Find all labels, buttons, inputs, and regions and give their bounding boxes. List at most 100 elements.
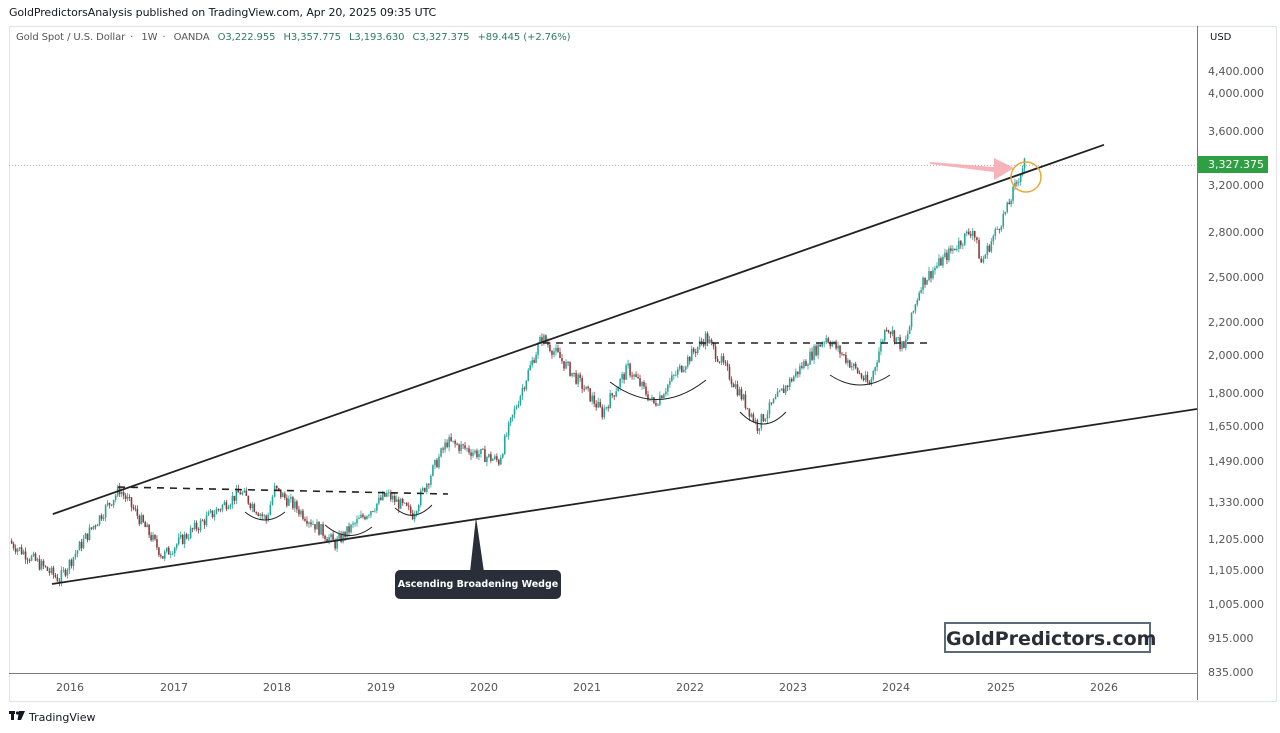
candle-body: [916, 300, 919, 305]
candle-body: [976, 237, 978, 241]
time-axis[interactable]: 2016 2017 2018 2019 2020 2021 2022 2023 2024 2025…: [9, 673, 1197, 701]
candle-body: [509, 417, 512, 423]
candle-body: [696, 346, 699, 354]
candle-body: [762, 414, 765, 422]
price-tick: 1,005.000: [1208, 598, 1264, 611]
candle-body: [605, 407, 608, 409]
candle-body: [805, 361, 807, 367]
candle-body: [887, 330, 890, 333]
candle-body: [302, 510, 304, 519]
candle-body: [635, 374, 637, 377]
candle-body: [261, 514, 264, 516]
candle-body: [12, 543, 15, 549]
candle-body: [300, 510, 302, 515]
candle-body: [384, 493, 386, 497]
upper-wedge-line: [52, 143, 1105, 515]
candle-body: [938, 258, 940, 266]
chart-pane[interactable]: [9, 26, 1277, 702]
tradingview-brand: TradingView: [29, 710, 96, 724]
candle-body: [962, 244, 964, 246]
candle-body: [958, 240, 960, 250]
price-axis[interactable]: USD 4,400.000 4,000.000 3,600.000 3,200.000…: [1197, 26, 1276, 700]
candle-body: [350, 524, 352, 533]
candle-body: [841, 353, 843, 355]
candle-body: [211, 510, 214, 518]
candle-body: [807, 364, 809, 367]
candle-body: [982, 258, 985, 263]
last-price-label: 3,327.375: [1198, 156, 1268, 173]
candle-body: [615, 391, 617, 397]
candle-body: [531, 360, 533, 366]
candle-body: [438, 456, 440, 468]
candle-body: [374, 510, 376, 512]
candle-body: [280, 489, 282, 498]
currency-label[interactable]: USD: [1210, 32, 1232, 43]
candle-body: [673, 375, 675, 376]
candle-body: [22, 551, 25, 555]
candle-body: [710, 339, 713, 343]
year-tick: 2021: [573, 681, 601, 694]
candle-body: [722, 356, 725, 363]
candle-body: [864, 374, 867, 381]
candle-body: [690, 348, 693, 362]
candle-body: [868, 382, 871, 385]
candle-body: [332, 534, 334, 540]
candle-body: [52, 567, 55, 575]
breakout-circle-icon: [1010, 161, 1042, 193]
candle-body: [304, 518, 306, 521]
candle-body: [173, 547, 176, 554]
candle-body: [655, 403, 657, 406]
candle-body: [326, 538, 328, 542]
candle-body: [856, 367, 859, 373]
candle-body: [579, 374, 581, 379]
candle-body: [854, 363, 857, 368]
candle-body: [513, 408, 516, 415]
candle-body: [1012, 186, 1014, 201]
candle-body: [215, 509, 218, 515]
candle-body: [419, 490, 422, 506]
candle-body: [831, 343, 833, 347]
price-tick: 835.000: [1208, 666, 1254, 679]
candle-body: [388, 492, 390, 494]
tradingview-logo[interactable]: TradingView: [9, 710, 95, 724]
candle-body: [1002, 213, 1005, 227]
candle-body: [567, 362, 569, 363]
candle-body: [609, 393, 611, 409]
candle-body: [895, 337, 898, 342]
candle-body: [716, 358, 719, 362]
candle-body: [1010, 200, 1012, 205]
candle-body: [573, 372, 575, 374]
candle-body: [466, 448, 468, 450]
price-tick: 3,200.000: [1208, 179, 1264, 192]
candle-body: [386, 492, 388, 497]
candle-body: [474, 450, 476, 453]
pattern-callout[interactable]: Ascending Broadening Wedge: [395, 570, 561, 599]
candle-body: [494, 456, 496, 460]
candle-body: [20, 547, 23, 555]
candle-body: [334, 539, 336, 549]
candle-body: [328, 537, 330, 542]
candle-body: [533, 360, 535, 363]
candle-body: [247, 495, 250, 504]
candle-body: [936, 265, 938, 269]
candle-body: [64, 569, 67, 576]
candle-body: [645, 386, 647, 395]
candle-body: [577, 374, 579, 384]
candle-body: [825, 338, 828, 343]
candle-body: [813, 345, 815, 360]
candle-body: [284, 493, 286, 498]
candle-body: [14, 548, 17, 552]
price-chart[interactable]: [0, 0, 1197, 700]
candle-body: [24, 551, 27, 560]
legend-symbol[interactable]: Gold Spot / U.S. Dollar: [16, 32, 126, 43]
candle-body: [360, 514, 362, 518]
candle-body: [144, 522, 146, 528]
candle-body: [231, 495, 234, 505]
candle-body: [134, 508, 137, 510]
candle-body: [870, 379, 873, 385]
candle-body: [458, 444, 460, 451]
candle-body: [967, 231, 970, 235]
candle-body: [726, 363, 729, 367]
candle-body: [969, 234, 972, 236]
candle-body: [978, 240, 980, 259]
